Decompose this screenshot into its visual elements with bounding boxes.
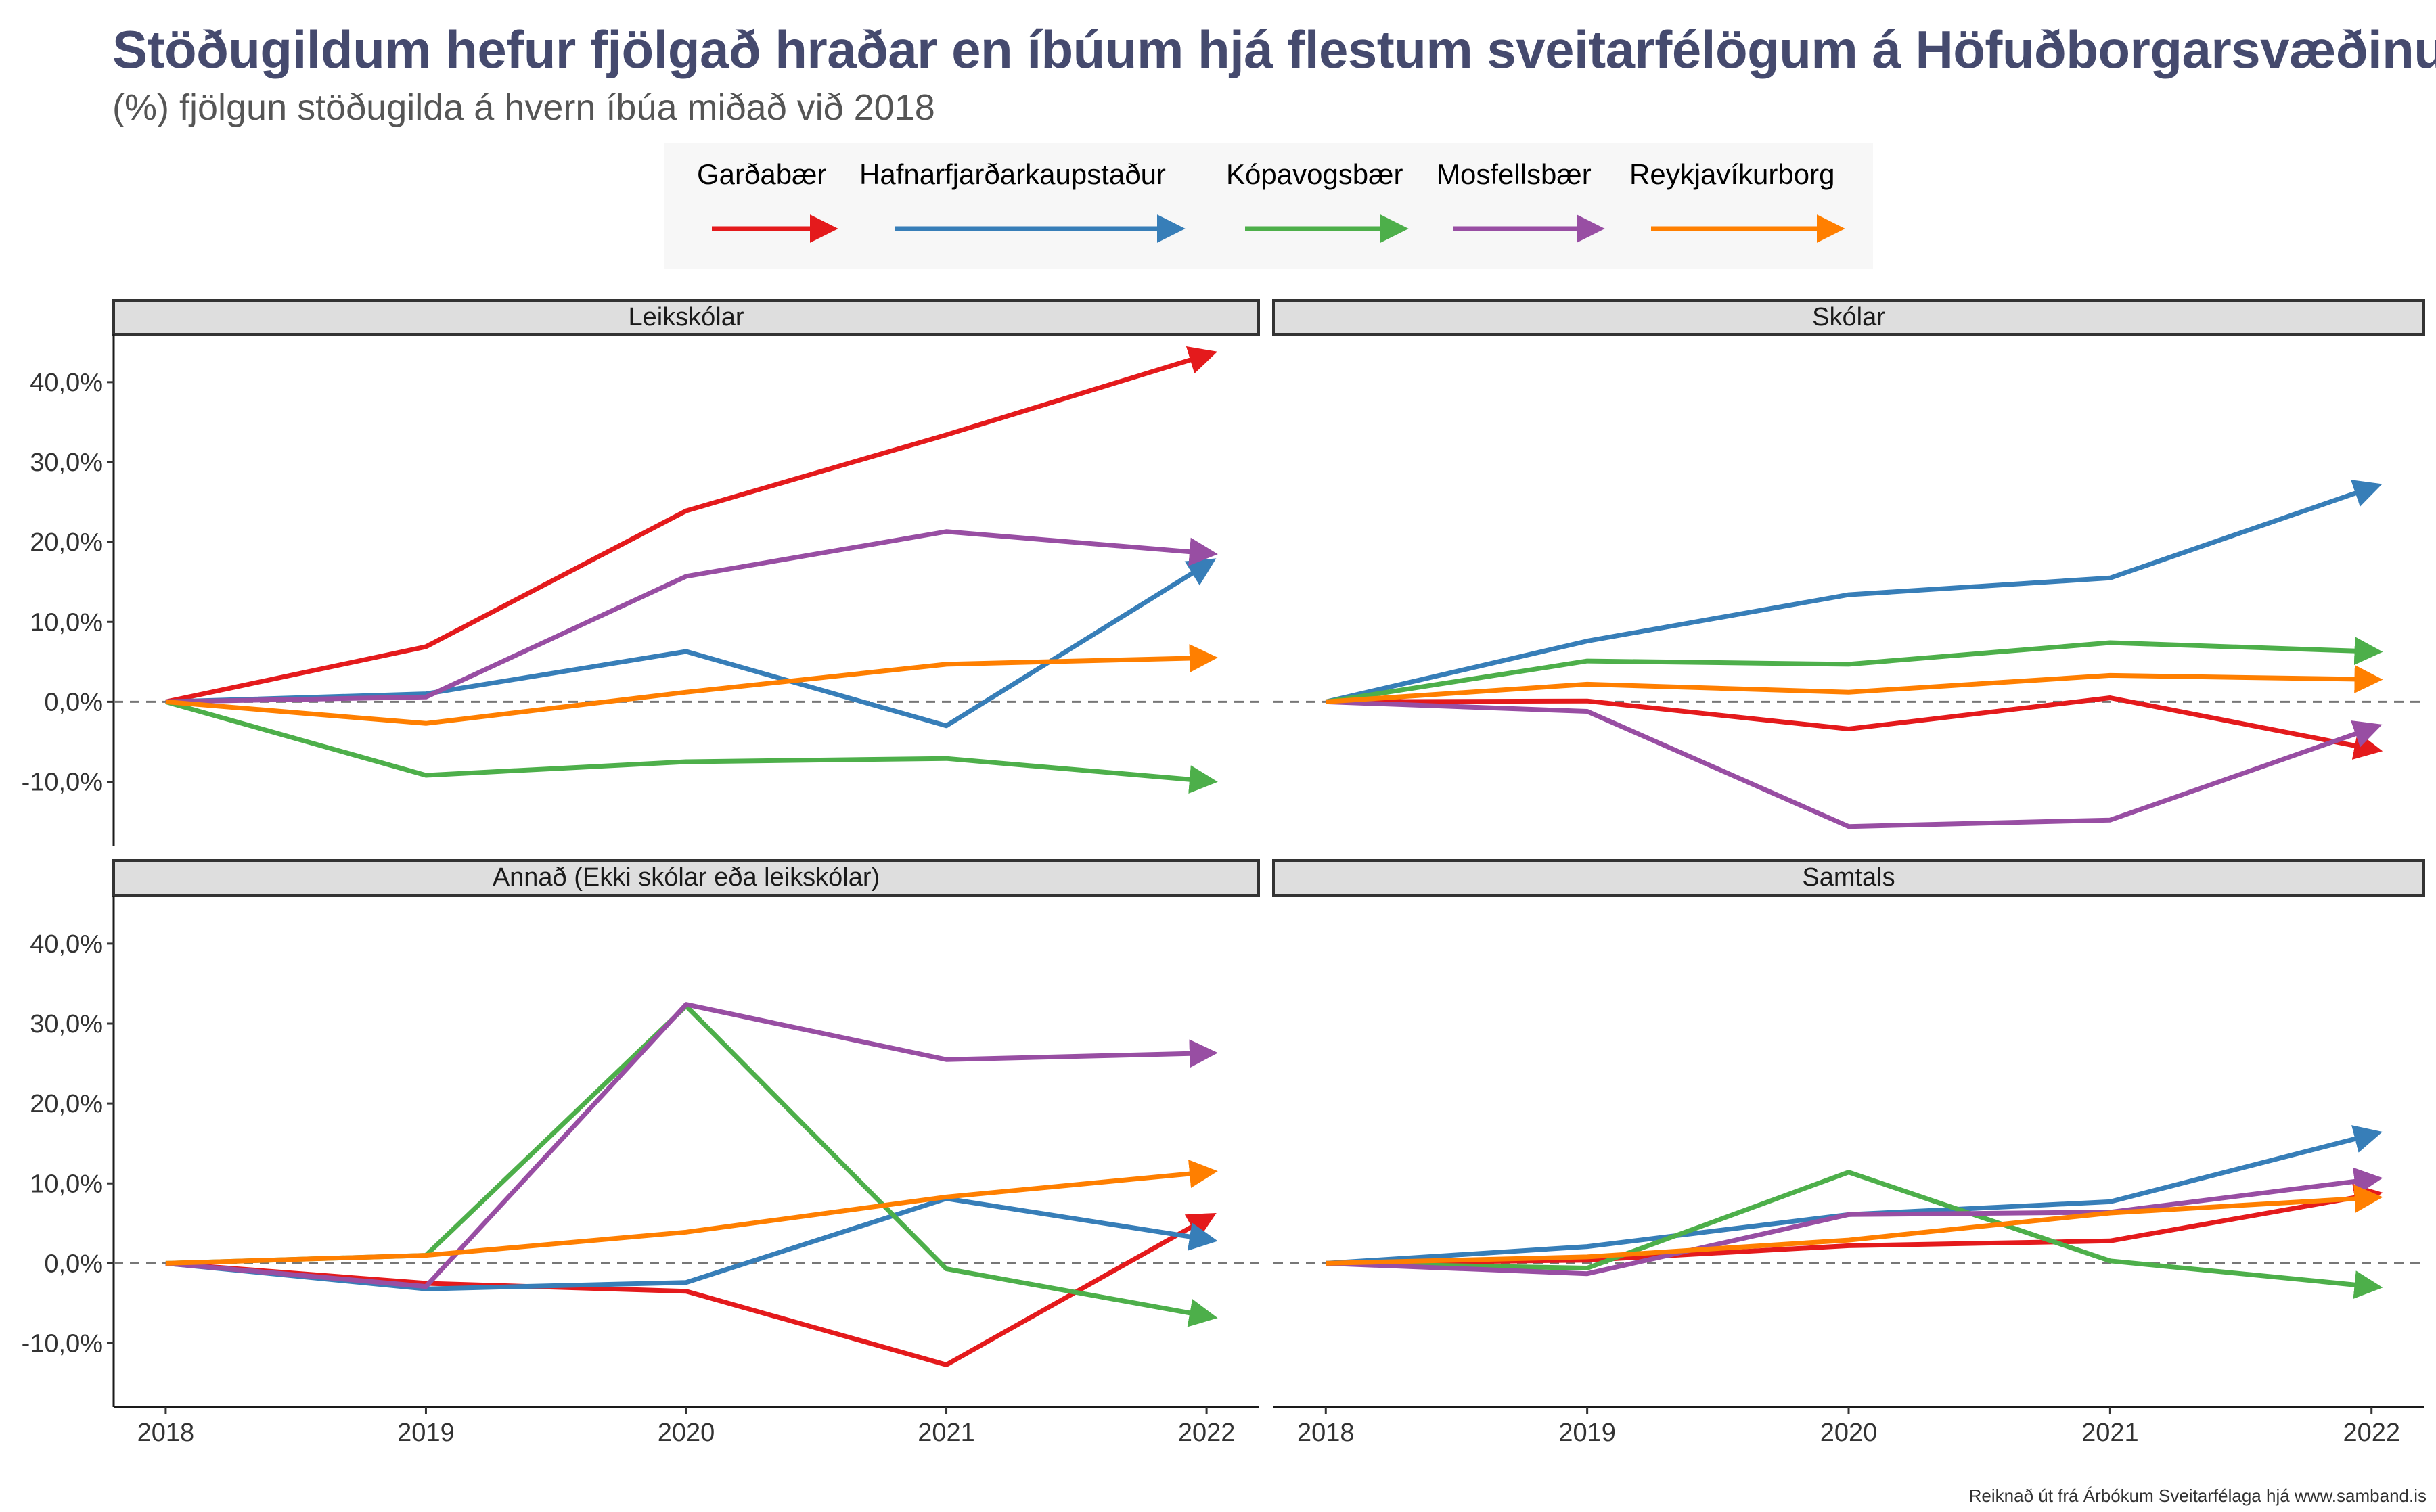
- series-line-mosfellsbaer: [1326, 699, 2383, 829]
- x-tick-label: 2022: [2343, 1419, 2400, 1447]
- x-tick-label: 2020: [658, 1419, 715, 1447]
- facet-strip: [1272, 859, 2425, 897]
- facet-strip-label: Skólar: [1812, 303, 1885, 331]
- x-tick-label: 2020: [1820, 1419, 1878, 1447]
- series-line-kopavogsbaer: [1325, 637, 2383, 704]
- facet-strip: [112, 859, 1260, 897]
- y-tick-label: -10,0%: [22, 769, 103, 797]
- series-line-gardabaer: [165, 1212, 1217, 1367]
- panel-annad-ekki-skolar-eda-leikskolar: Annað (Ekki skólar eða leikskólar) -10,0%…: [22, 859, 1260, 1447]
- facet-strip-label: Leikskólar: [628, 303, 744, 331]
- series-line-reykjavikurborg: [1326, 664, 2383, 704]
- series-line-mosfellsbaer: [165, 529, 1218, 704]
- facet-strip: [112, 299, 1260, 336]
- legend-label: Hafnarfjarðarkaupstaður: [859, 158, 1166, 190]
- y-tick-label: 20,0%: [30, 528, 103, 557]
- y-tick-label: 10,0%: [30, 1170, 103, 1198]
- y-tick-label: -10,0%: [22, 1330, 103, 1358]
- legend-label: Garðabær: [697, 158, 826, 190]
- x-tick-label: 2021: [918, 1419, 975, 1447]
- legend-item-hafnarfjardarkaupstadur: Hafnarfjarðarkaupstaður: [859, 158, 1186, 243]
- x-tick-label: 2021: [2081, 1419, 2139, 1447]
- chart-title: Stöðugildum hefur fjölgað hraðar en íbúu…: [112, 20, 2436, 79]
- x-tick-label: 2019: [1558, 1419, 1616, 1447]
- facet-strip-label: Annað (Ekki skólar eða leikskólar): [493, 863, 880, 892]
- x-tick-label: 2022: [1178, 1419, 1236, 1447]
- legend-background: [664, 143, 1873, 269]
- y-tick-label: 0,0%: [44, 1250, 103, 1278]
- series-line-kopavogsbaer: [164, 700, 1218, 794]
- panel-leikskolar: Leikskólar -10,0% 0,0% 10,0% 20,0% 30,0% 40,0%: [22, 299, 1260, 846]
- panels: Leikskólar -10,0% 0,0% 10,0% 20,0% 30,0% 40,0%…: [22, 299, 2425, 1447]
- panel-skolar: Skólar: [1272, 299, 2425, 829]
- series-line-reykjavikurborg: [1326, 1185, 2383, 1266]
- legend-label: Reykjavíkurborg: [1629, 158, 1834, 190]
- y-tick-label: 0,0%: [44, 688, 103, 716]
- series-line-mosfellsbaer: [1326, 1167, 2383, 1277]
- legend: Garðabær Hafnarfjarðarkaupstaður Kópavogsb…: [664, 143, 1873, 269]
- legend-item-mosfellsbaer: Mosfellsbær: [1437, 158, 1605, 243]
- series-line-gardabaer: [1326, 695, 2383, 760]
- y-tick-label: 10,0%: [30, 608, 103, 637]
- legend-item-reykjavikurborg: Reykjavíkurborg: [1629, 158, 1845, 243]
- series-line-mosfellsbaer: [165, 1002, 1218, 1289]
- series-line-gardabaer: [165, 346, 1218, 704]
- facet-strip-label: Samtals: [1802, 863, 1895, 892]
- series-line-reykjavikurborg: [165, 644, 1218, 726]
- y-tick-label: 20,0%: [30, 1090, 103, 1118]
- legend-label: Mosfellsbær: [1437, 158, 1592, 190]
- legend-item-gardabaer: Garðabær: [697, 158, 838, 243]
- y-tick-label: 40,0%: [30, 930, 103, 959]
- x-tick-label: 2019: [397, 1419, 455, 1447]
- y-tick-label: 30,0%: [30, 449, 103, 477]
- series-line-reykjavikurborg: [165, 1160, 1218, 1266]
- legend-label: Kópavogsbær: [1226, 158, 1403, 190]
- y-tick-label: 40,0%: [30, 369, 103, 397]
- panel-samtals: Samtals 2018 2019 2020 2021 2022: [1272, 859, 2425, 1447]
- facet-strip: [1272, 299, 2425, 336]
- series-line-hafnarfjardarkaupstadur: [1325, 480, 2383, 704]
- legend-item-kopavogsbaer: Kópavogsbær: [1226, 158, 1409, 243]
- y-tick-label: 30,0%: [30, 1010, 103, 1038]
- chart-subtitle: (%) fjölgun stöðugilda á hvern íbúa miða…: [112, 87, 935, 128]
- x-tick-label: 2018: [1297, 1419, 1355, 1447]
- chart-caption: Reiknað út frá Árbókum Sveitarfélaga hjá…: [1968, 1486, 2427, 1506]
- series-line-kopavogsbaer: [165, 1003, 1218, 1327]
- x-tick-label: 2018: [137, 1419, 195, 1447]
- series-line-kopavogsbaer: [1326, 1170, 2383, 1300]
